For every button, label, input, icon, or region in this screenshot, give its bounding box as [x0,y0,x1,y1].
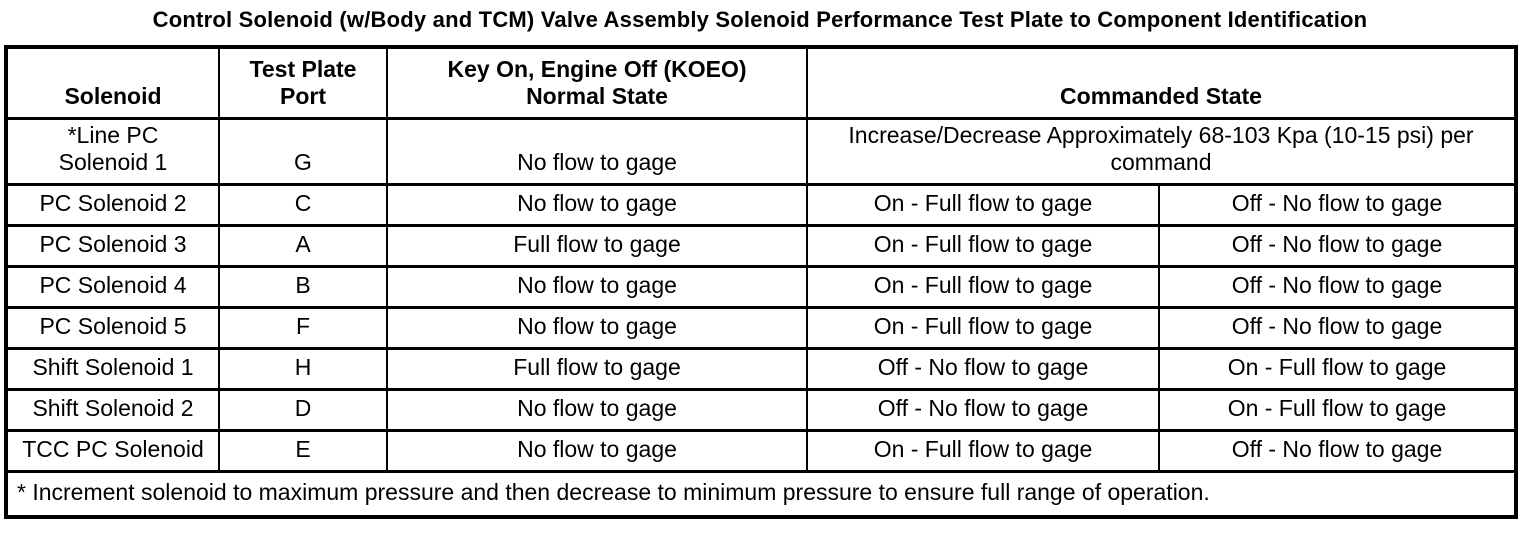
cell-commanded-1: On - Full flow to gage [806,223,1160,268]
column-header-commanded-state: Commanded State [806,45,1517,120]
cell-port: B [218,264,388,309]
cell-commanded-2: Off - No flow to gage [1158,182,1517,227]
cell-commanded-2: On - Full flow to gage [1158,387,1517,432]
cell-normal-state: Full flow to gage [386,346,808,391]
table-row-pc-solenoid-2: PC Solenoid 2 C No flow to gage On - Ful… [5,182,1517,227]
cell-commanded-2: On - Full flow to gage [1158,346,1517,391]
cell-solenoid: Shift Solenoid 1 [5,346,220,391]
cell-solenoid: PC Solenoid 5 [5,305,220,350]
cell-port: C [218,182,388,227]
table-row-pc-solenoid-4: PC Solenoid 4 B No flow to gage On - Ful… [5,264,1517,309]
cell-port: A [218,223,388,268]
cell-port: D [218,387,388,432]
table-header-row: Solenoid Test Plate Port Key On, Engine … [5,45,1517,120]
page-title: Control Solenoid (w/Body and TCM) Valve … [152,7,1368,32]
cell-port: H [218,346,388,391]
cell-commanded-1: On - Full flow to gage [806,428,1160,473]
cell-solenoid: *Line PC Solenoid 1 [5,116,220,186]
cell-commanded-2: Off - No flow to gage [1158,264,1517,309]
cell-normal-state: No flow to gage [386,182,808,227]
cell-port: E [218,428,388,473]
cell-normal-state: No flow to gage [386,387,808,432]
table-row-pc-solenoid-3: PC Solenoid 3 A Full flow to gage On - F… [5,223,1517,268]
column-header-koeo-normal-state: Key On, Engine Off (KOEO) Normal State [386,45,808,120]
column-header-test-plate-port: Test Plate Port [218,45,388,120]
table-row-line-pc-solenoid-1: *Line PC Solenoid 1 G No flow to gage In… [5,116,1517,186]
cell-solenoid: PC Solenoid 2 [5,182,220,227]
table-row-tcc-pc-solenoid: TCC PC Solenoid E No flow to gage On - F… [5,428,1517,473]
cell-commanded-1: On - Full flow to gage [806,305,1160,350]
cell-commanded-1: On - Full flow to gage [806,264,1160,309]
table-footnote-row: * Increment solenoid to maximum pressure… [5,469,1517,519]
cell-port: F [218,305,388,350]
cell-solenoid: Shift Solenoid 2 [5,387,220,432]
cell-normal-state: Full flow to gage [386,223,808,268]
solenoid-performance-table: Solenoid Test Plate Port Key On, Engine … [4,45,1518,519]
cell-commanded-state: Increase/Decrease Approximately 68-103 K… [806,116,1517,186]
cell-port: G [218,116,388,186]
cell-commanded-2: Off - No flow to gage [1158,428,1517,473]
footnote-text: * Increment solenoid to maximum pressure… [5,469,1517,519]
table-row-shift-solenoid-2: Shift Solenoid 2 D No flow to gage Off -… [5,387,1517,432]
cell-normal-state: No flow to gage [386,264,808,309]
column-header-solenoid: Solenoid [5,45,220,120]
cell-commanded-1: On - Full flow to gage [806,182,1160,227]
cell-solenoid: PC Solenoid 3 [5,223,220,268]
cell-solenoid: TCC PC Solenoid [5,428,220,473]
cell-commanded-2: Off - No flow to gage [1158,223,1517,268]
cell-commanded-1: Off - No flow to gage [806,387,1160,432]
table-row-shift-solenoid-1: Shift Solenoid 1 H Full flow to gage Off… [5,346,1517,391]
cell-commanded-2: Off - No flow to gage [1158,305,1517,350]
cell-normal-state: No flow to gage [386,428,808,473]
cell-commanded-1: Off - No flow to gage [806,346,1160,391]
cell-normal-state: No flow to gage [386,305,808,350]
cell-normal-state: No flow to gage [386,116,808,186]
table-row-pc-solenoid-5: PC Solenoid 5 F No flow to gage On - Ful… [5,305,1517,350]
cell-solenoid: PC Solenoid 4 [5,264,220,309]
